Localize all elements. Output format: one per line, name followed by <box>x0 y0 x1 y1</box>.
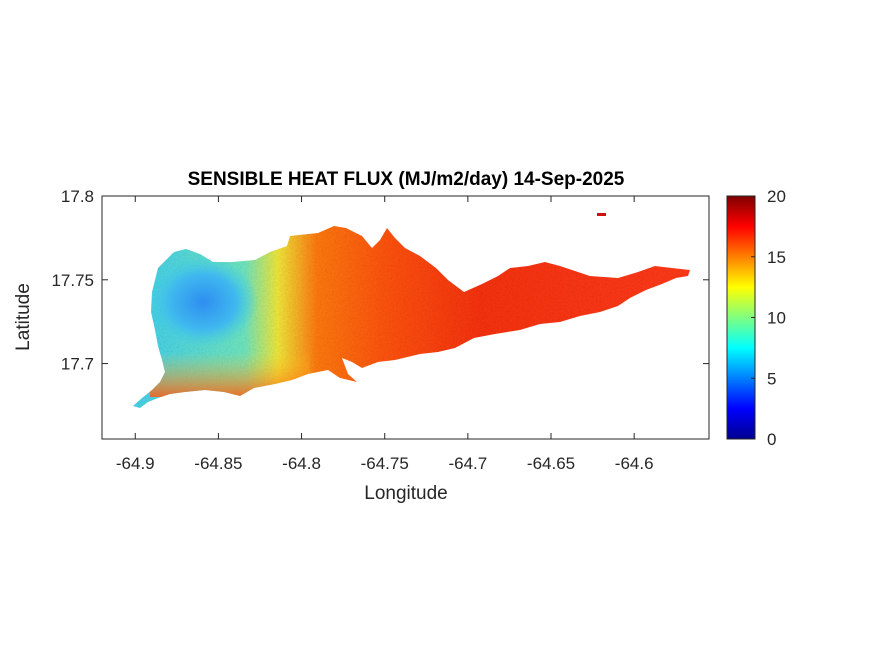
y-tick-label: 17.7 <box>61 355 94 374</box>
colorbar: 20 15 10 5 0 <box>726 187 786 449</box>
offshore-islet <box>597 213 606 216</box>
colorbar-tick-label: 20 <box>767 187 786 206</box>
y-tick-label: 17.75 <box>51 271 94 290</box>
x-tick-label: -64.9 <box>116 454 155 473</box>
x-axis-label: Longitude <box>364 483 447 504</box>
y-axis-label: Latitude <box>13 283 34 351</box>
x-tick-label: -64.6 <box>615 454 654 473</box>
colorbar-tick-label: 15 <box>767 248 786 267</box>
chart-title: SENSIBLE HEAT FLUX (MJ/m2/day) 14-Sep-20… <box>188 169 625 190</box>
x-axis: -64.9 -64.85 -64.8 -64.75 -64.7 -64.65 -64.6 <box>116 196 654 473</box>
colorbar-tick-label: 5 <box>767 369 776 388</box>
y-tick-label: 17.8 <box>61 187 94 206</box>
x-tick-label: -64.7 <box>448 454 487 473</box>
colorbar-gradient <box>726 195 756 440</box>
y-axis: 17.8 17.75 17.7 <box>51 187 709 374</box>
colorbar-tick-label: 0 <box>767 430 776 449</box>
colorbar-ticks: 20 15 10 5 0 <box>751 187 786 449</box>
cool-region <box>148 256 258 348</box>
x-tick-label: -64.65 <box>527 454 575 473</box>
x-tick-label: -64.85 <box>194 454 242 473</box>
x-tick-label: -64.75 <box>361 454 409 473</box>
colorbar-tick-label: 10 <box>767 309 786 328</box>
x-tick-label: -64.8 <box>282 454 321 473</box>
